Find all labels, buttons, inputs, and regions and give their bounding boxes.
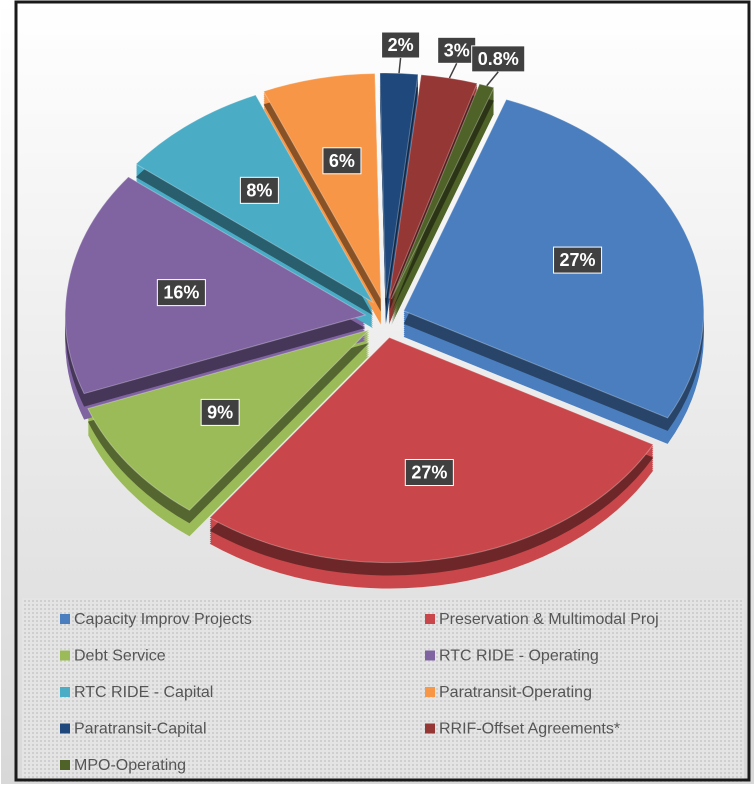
data-label: 2% [388, 35, 414, 55]
legend-label: Paratransit-Operating [439, 684, 592, 701]
data-label: 8% [246, 180, 272, 200]
data-label: 6% [329, 151, 355, 171]
data-label: 16% [163, 283, 199, 303]
data-label-box [553, 246, 603, 274]
leader-line [486, 71, 499, 87]
legend-label: MPO-Operating [74, 757, 186, 774]
legend-label: Debt Service [74, 648, 166, 665]
slice [208, 336, 655, 563]
legend-swatch [60, 687, 70, 697]
legend-swatch [60, 760, 70, 770]
slice [262, 72, 382, 299]
legend-swatch [425, 687, 435, 697]
legend-label: Capacity Improv Projects [74, 611, 252, 628]
leader-line [448, 62, 458, 79]
data-label-box [404, 459, 454, 487]
slice-shade [391, 96, 494, 313]
legend-swatch [425, 614, 435, 624]
data-label-box [239, 176, 279, 204]
legend-swatch [60, 614, 70, 624]
leader-line [398, 57, 402, 74]
slice [379, 72, 419, 299]
legend-swatch [60, 723, 70, 734]
data-label-box [322, 147, 362, 175]
slice [390, 83, 495, 300]
data-label: 9% [207, 402, 233, 422]
legend-background [22, 598, 744, 782]
data-label-box [471, 45, 526, 73]
legend-label: RRIF-Offset Agreements* [439, 721, 620, 738]
data-label: 3% [444, 40, 470, 60]
data-label-box [156, 279, 206, 307]
slice [64, 176, 367, 395]
data-label: 0.8% [478, 49, 519, 69]
data-label: 27% [560, 250, 596, 270]
data-label-box [381, 31, 421, 59]
legend-label: Preservation & Multimodal Proj [439, 611, 659, 628]
data-label: 27% [411, 463, 447, 483]
legend-swatch [425, 723, 435, 734]
legend-label: RTC RIDE - Capital [74, 684, 213, 701]
data-label-box [200, 398, 240, 426]
legend-label: Paratransit-Capital [74, 721, 207, 738]
legend-swatch [425, 650, 435, 661]
frame [14, 0, 751, 782]
slice [388, 74, 478, 299]
legend-label: RTC RIDE - Operating [439, 648, 599, 665]
legend-swatch [60, 650, 70, 661]
